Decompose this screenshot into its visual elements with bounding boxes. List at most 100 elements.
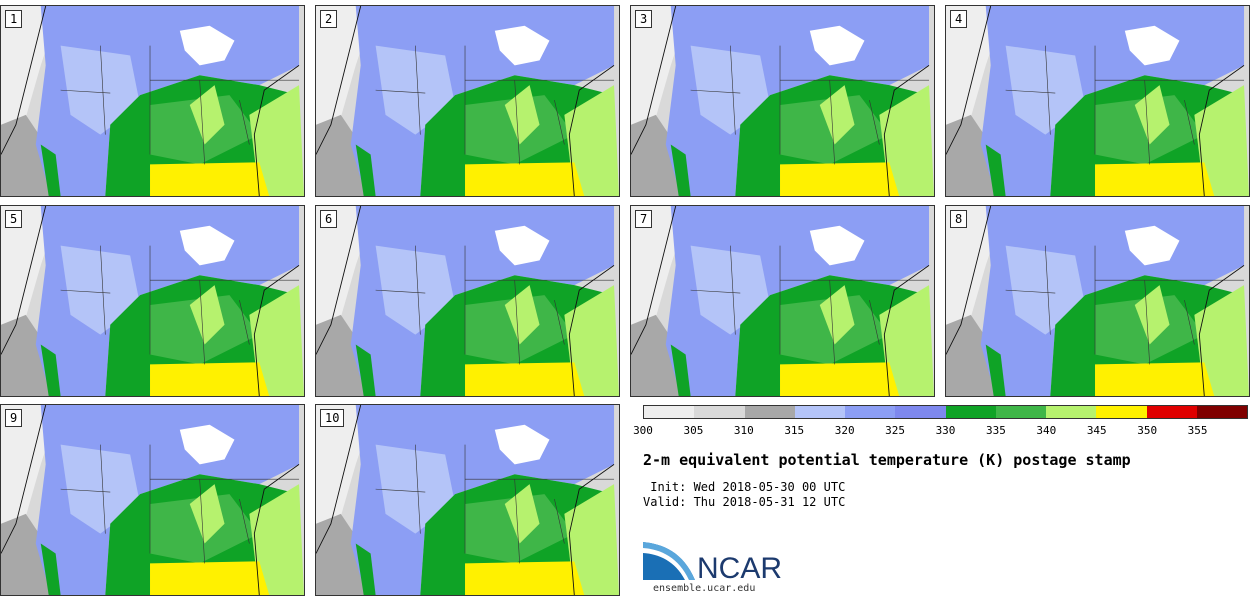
state-borders [60,45,300,165]
member-label-8: 8 [950,210,968,228]
great-lakes [494,25,550,66]
coastlines [316,206,615,396]
state-borders [1005,45,1245,165]
stamp-panel-3: 3 [630,5,935,197]
colorbar-segment [1146,406,1197,418]
stamp-panel-7: 7 [630,205,935,397]
great-lakes [1124,225,1180,266]
colorbar-tick-label: 300 [633,424,653,437]
mississippi-valley-region [1134,285,1170,345]
stamp-panel-4: 4 [945,5,1250,197]
member-label-9: 9 [5,409,23,427]
gulf-of-mexico-region [150,362,270,396]
rockies-region [1005,245,1086,335]
gulf-of-mexico-region [465,362,585,396]
baja-california-region [355,543,376,595]
member-label-4: 4 [950,10,968,28]
map-panel-1 [1,6,304,196]
colorbar-segment [1196,406,1247,418]
rockies-region [375,245,456,335]
coastlines [1,6,300,196]
logo-url: ensemble.ucar.edu [653,583,756,594]
member-label-3: 3 [635,10,653,28]
baja-california-region [40,144,61,196]
rockies-region [690,245,771,335]
mississippi-valley-region [819,85,855,145]
atlantic-region [879,85,934,196]
atlantic-region [564,285,619,396]
colorbar-tick-label: 325 [885,424,906,437]
mississippi-valley-region [504,285,540,345]
great-lakes [809,25,865,66]
state-borders [1005,245,1245,365]
colorbar-tick-label: 315 [784,424,805,437]
map-panel-4 [946,6,1249,196]
member-label-10: 10 [320,409,345,427]
great-lakes [494,424,550,465]
baja-california-region [40,543,61,595]
great-lakes [1124,25,1180,66]
colorbar-tick-label: 305 [683,424,704,437]
state-borders [375,444,615,564]
coastlines [316,405,615,595]
atlantic-region [249,484,304,595]
mississippi-valley-region [504,85,540,145]
mississippi-valley-region [1134,85,1170,145]
atlantic-region [879,285,934,396]
baja-california-region [40,344,61,396]
stamp-panel-5: 5 [0,205,305,397]
atlantic-region [249,285,304,396]
colorbar-segment [644,406,695,418]
great-lakes [179,25,235,66]
baja-california-region [670,344,691,396]
colorbar-segment [945,406,996,418]
atlantic-region [1194,85,1249,196]
map-panel-3 [631,6,934,196]
rockies-region [60,444,141,534]
colorbar-tick-label: 350 [1137,424,1158,437]
stamp-panel-10: 10 [315,404,620,596]
rockies-region [690,45,771,135]
rockies-region [60,45,141,135]
coastlines [946,6,1245,196]
colorbar-segment [895,406,946,418]
map-panel-9 [1,405,304,595]
rockies-region [1005,45,1086,135]
colorbar-segment [694,406,745,418]
stamp-panel-8: 8 [945,205,1250,397]
colorbar-tick-label: 355 [1187,424,1208,437]
member-label-2: 2 [320,10,338,28]
colorbar-tick-label: 340 [1036,424,1057,437]
atlantic-region [249,85,304,196]
stamp-panel-1: 1 [0,5,305,197]
mississippi-valley-region [504,484,540,544]
figure-title: 2-m equivalent potential temperature (K)… [643,451,1131,469]
gulf-of-mexico-region [465,162,585,196]
state-borders [60,245,300,365]
colorbar-segment [1046,406,1097,418]
state-borders [690,245,930,365]
colorbar-segment [794,406,845,418]
gulf-of-mexico-region [150,561,270,595]
coastlines [316,6,615,196]
rockies-region [375,444,456,534]
baja-california-region [985,144,1006,196]
rockies-region [375,45,456,135]
map-panel-10 [316,405,619,595]
coastlines [1,206,300,396]
stamp-panel-9: 9 [0,404,305,596]
member-label-6: 6 [320,210,338,228]
gulf-of-mexico-region [1095,362,1215,396]
state-borders [60,444,300,564]
colorbar-segment [744,406,795,418]
state-borders [375,245,615,365]
colorbar-segment [1096,406,1147,418]
mississippi-valley-region [189,285,225,345]
colorbar-tick-label: 320 [834,424,855,437]
colorbar-tick-label: 310 [733,424,754,437]
baja-california-region [985,344,1006,396]
mississippi-valley-region [189,484,225,544]
member-label-5: 5 [5,210,23,228]
map-panel-7 [631,206,934,396]
valid-time: Valid: Thu 2018-05-31 12 UTC [643,495,846,509]
